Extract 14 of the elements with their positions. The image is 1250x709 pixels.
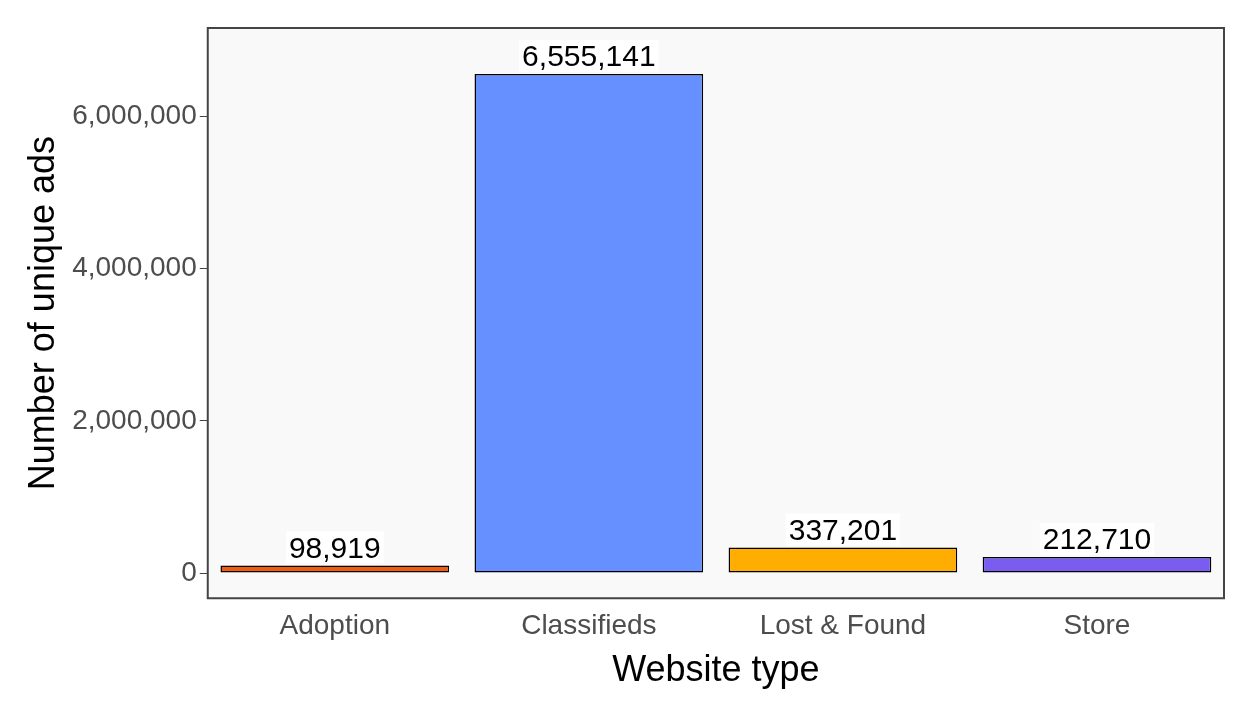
x-tick-label: Store [1063, 608, 1131, 640]
y-tick-label: 2,000,000 [72, 403, 197, 435]
y-tick-label: 4,000,000 [72, 251, 197, 283]
data-label: 337,201 [788, 512, 898, 546]
data-label: 98,919 [288, 530, 381, 564]
data-label: 6,555,141 [522, 39, 656, 73]
x-axis-title: Website type [612, 648, 820, 690]
y-tick-label: 0 [181, 555, 197, 587]
y-axis-title: Number of unique ads [20, 135, 62, 491]
data-label: 212,710 [1042, 522, 1152, 556]
y-tick-label: 6,000,000 [72, 99, 197, 131]
x-tick-label: Lost & Found [759, 608, 927, 640]
x-tick-label: Adoption [279, 608, 391, 640]
x-tick-label: Classifieds [521, 608, 657, 640]
